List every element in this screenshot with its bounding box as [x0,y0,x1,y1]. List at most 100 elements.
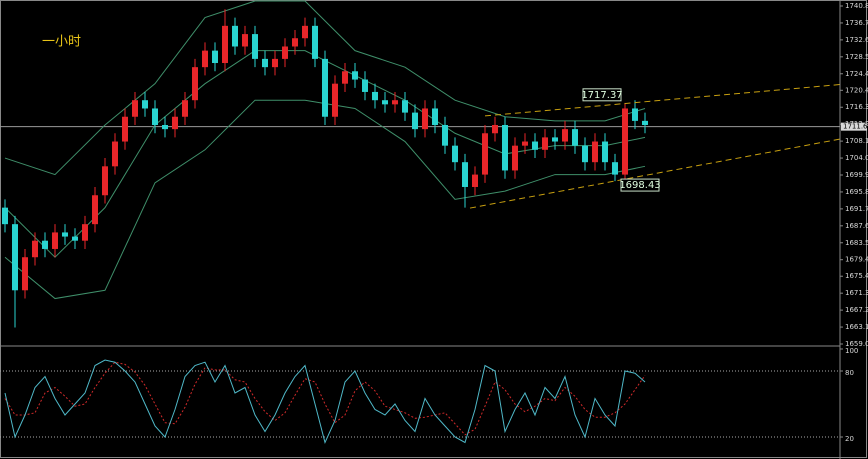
candle-body [562,129,568,142]
y-tick-label: 1736.70 [845,19,868,27]
y-tick-label: 1663.10 [845,323,868,331]
annotation-box [582,88,622,102]
candle-body [332,83,338,117]
candle-body [272,58,278,68]
candle-body [442,125,448,146]
candle-body [582,145,588,163]
candle-body [592,141,598,163]
candle-body [532,141,538,150]
chart-title: 一小时 [42,35,81,50]
candle-body [172,116,178,130]
current-price-box [841,122,867,131]
candle-body [602,141,608,163]
annotation-label: 1717.37 [581,90,622,101]
candle-body [552,137,558,142]
candle-body [542,137,548,150]
candle-body [232,25,238,47]
y-tick-label: 1732.60 [845,36,868,44]
candle-body [82,224,88,241]
candle-body [632,108,638,121]
candle-body [422,108,428,130]
candle-body [222,25,228,64]
candle-body [122,116,128,142]
band-upper [4,0,646,176]
y-tick-label: 1659.00 [845,340,868,348]
candle-body [522,141,528,146]
candle-body [22,257,28,291]
candle-body [32,240,38,258]
candle-body [392,100,398,105]
y-tick-label: 1720.40 [845,86,868,94]
y-tick-label: 1691.70 [845,205,868,213]
candle-body [382,100,388,105]
y-tick-label: 1740.80 [845,2,868,10]
candle-body [352,71,358,80]
candle-body [182,100,188,117]
candle-body [622,108,628,175]
candle-body [62,232,68,237]
candle-body [152,108,158,126]
band-lower [4,99,646,300]
candle-body [572,129,578,146]
stoch-tick-label: 80 [845,369,854,377]
candle-body [302,25,308,39]
y-tick-label: 1687.60 [845,222,868,230]
candle-body [72,236,78,241]
annotation-label: 1698.43 [619,180,660,191]
candle-body [202,50,208,68]
candle-body [612,162,618,175]
y-tick-label: 1679.40 [845,256,868,264]
candle-body [132,100,138,117]
candle-body [12,224,18,291]
candle-body [142,100,148,109]
stoch-tick-label: 100 [845,347,858,355]
candle-body [192,67,198,101]
y-tick-label: 1683.50 [845,239,868,247]
candle-body [242,34,248,47]
candle-body [262,58,268,68]
candle-body [52,232,58,249]
y-tick-label: 1699.90 [845,171,868,179]
candle-body [292,38,298,47]
stoch-tick-label: 20 [845,435,854,443]
candle-body [312,25,318,59]
candle-body [512,145,518,171]
candle-body [502,125,508,171]
candle-body [42,240,48,249]
candle-body [2,207,8,225]
candle-body [452,145,458,163]
candle-body [642,120,648,126]
candle-body [322,58,328,117]
y-tick-label: 1728.50 [845,53,868,61]
candle-body [212,50,218,64]
candle-body [92,195,98,225]
y-tick-label: 1716.30 [845,103,868,111]
current-price-label: 1711.60 [843,123,868,131]
candle-body [162,125,168,130]
y-tick-label: 1704.00 [845,154,868,162]
candle-body [342,71,348,84]
candle-body [102,166,108,196]
candle-body [402,100,408,113]
y-tick-label: 1724.40 [845,70,868,78]
candle-body [282,46,288,59]
candle-body [482,133,488,175]
y-tick-label: 1708.10 [845,137,868,145]
y-tick-label: 1695.80 [845,188,868,196]
stoch-d [4,361,646,436]
candle-body [412,112,418,130]
candle-body [472,174,478,187]
annotation-box [620,178,660,192]
trendline [469,138,841,209]
candle-body [492,125,498,134]
candle-body [252,34,258,59]
candle-body [362,79,368,92]
y-tick-label: 1667.20 [845,306,868,314]
stoch-k [4,359,646,444]
candle-body [112,141,118,167]
y-tick-label: 1671.30 [845,289,868,297]
candle-body [462,162,468,187]
candle-body [372,91,378,101]
